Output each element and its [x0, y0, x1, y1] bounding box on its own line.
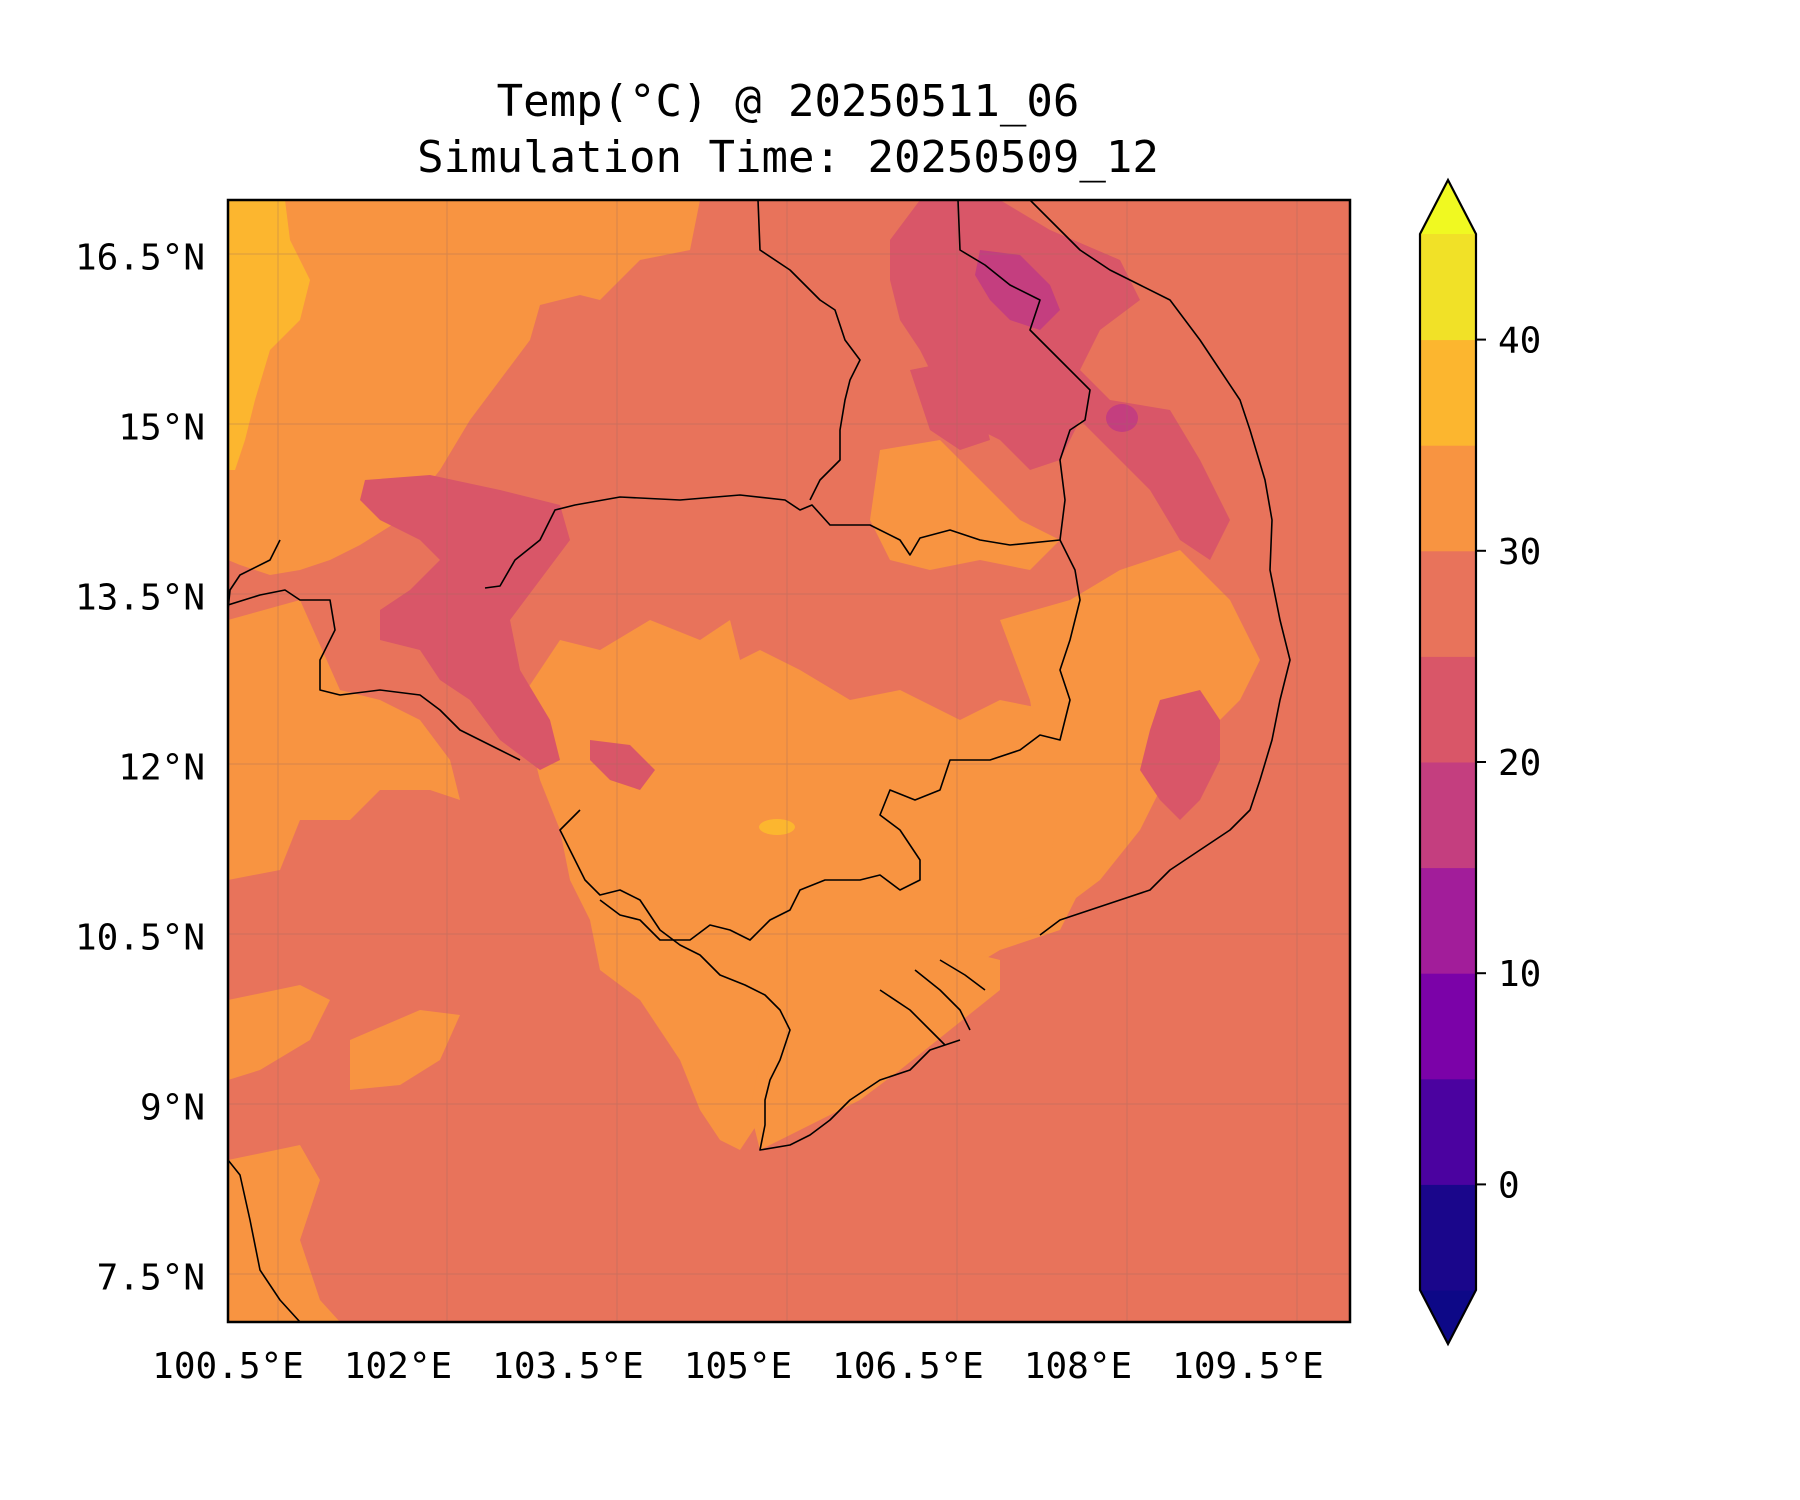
colorbar-segment: [1420, 973, 1476, 1080]
contour-band-vietnam-orange: [1000, 550, 1260, 920]
colorbar-segment: [1420, 656, 1476, 763]
chart-title-line2: Simulation Time: 20250509_12: [417, 132, 1159, 183]
coastline-gulf-cambodia: [559, 809, 961, 1151]
contour-band-35-40: [228, 200, 795, 835]
contour-band-north-east-orange: [560, 200, 700, 300]
map-frame: [226, 198, 1352, 1324]
y-tick-label: 10.5°N: [75, 918, 205, 959]
colorbar-outline: [1418, 177, 1478, 1347]
y-tick-label: 12°N: [118, 748, 205, 789]
y-tick-label: 9°N: [140, 1088, 205, 1129]
contour-band-30-35: [228, 200, 1260, 1322]
colorbar: 0 10 20 30 40: [1418, 177, 1541, 1347]
x-tick-label: 106.5°E: [832, 1346, 984, 1387]
colorbar-segment: [1420, 1078, 1476, 1185]
map-plot-area: [228, 200, 1350, 1322]
y-tick-label: 15°N: [118, 408, 205, 449]
contour-band-laos-north-pink: [890, 200, 1230, 560]
contour-band-cambodia-orange: [520, 620, 1100, 1150]
colorbar-segment: [1420, 762, 1476, 869]
colorbar-tick-label: 40: [1498, 321, 1541, 362]
gridlines: [228, 200, 1350, 1322]
contour-band-laos-peak-magenta: [975, 250, 1060, 330]
coastline-vietnam-east: [1029, 200, 1291, 936]
colorbar-segment: [1420, 445, 1476, 552]
contour-band-northwest-yellow: [228, 200, 310, 470]
colorbar-segment: [1420, 867, 1476, 974]
contour-band-west-coast-orange: [228, 600, 460, 880]
coastline-mekong-branch-1: [879, 989, 946, 1046]
x-tick-label: 109.5°E: [1172, 1346, 1324, 1387]
contour-band-vietnam-highland-pink: [1140, 690, 1220, 820]
contour-band-hotspot-yellow: [759, 819, 795, 835]
contour-band-laos-orange: [870, 440, 1060, 570]
colorbar-extend-under: [1420, 1290, 1476, 1344]
colorbar-segment: [1420, 550, 1476, 657]
contour-band-laos-south-pink: [910, 360, 990, 450]
colorbar-segment: [1420, 234, 1476, 341]
coastline-mekong-branch-2: [914, 969, 971, 1031]
x-tick-label: 100.5°E: [152, 1346, 304, 1387]
colorbar-segment: [1420, 1184, 1476, 1291]
contour-band-20-25: [360, 200, 1230, 820]
chart-title-line1: Temp(°C) @ 20250511_06: [497, 76, 1080, 127]
y-tick-label: 7.5°N: [97, 1258, 205, 1299]
colorbar-segment: [1420, 339, 1476, 446]
border-laos-thailand: [757, 200, 861, 501]
coastline-thailand-upper: [228, 539, 281, 611]
border-thailand-cambodia: [484, 494, 1081, 941]
contour-band-gulf2-orange: [350, 1010, 460, 1090]
contour-band-15-20: [975, 250, 1138, 432]
x-tick-label: 105°E: [684, 1346, 792, 1387]
colorbar-tick-label: 30: [1498, 532, 1541, 573]
x-tick-label: 102°E: [344, 1346, 452, 1387]
y-tick-label: 13.5°N: [75, 578, 205, 619]
contour-band-cambodia-pink: [590, 740, 655, 790]
border-thailand-cambodia-west: [228, 589, 521, 761]
y-tick-label: 16.5°N: [75, 238, 205, 279]
x-tick-label: 103.5°E: [492, 1346, 644, 1387]
x-axis-ticks: 100.5°E 102°E 103.5°E 105°E 106.5°E 108°E 109.…: [152, 1346, 1324, 1387]
colorbar-extend-over: [1420, 180, 1476, 234]
coastline-thailand-gulf: [228, 1159, 301, 1322]
x-tick-label: 108°E: [1024, 1346, 1132, 1387]
border-laos-vietnam: [957, 200, 1091, 541]
contour-band-thai-highland-pink: [360, 475, 570, 770]
contour-band-south-orange: [228, 1145, 340, 1322]
y-axis-ticks: 16.5°N 15°N 13.5°N 12°N 10.5°N 9°N 7.5°N: [75, 238, 205, 1299]
coastline-mekong-branch-3: [939, 959, 986, 991]
colorbar-tick-label: 10: [1498, 954, 1541, 995]
coastlines-borders: [228, 200, 1291, 1322]
contour-band-gulf-orange: [228, 985, 330, 1080]
colorbar-tick-label: 20: [1498, 743, 1541, 784]
colorbar-tick-label: 0: [1498, 1165, 1520, 1206]
contour-band-vn-peak-magenta: [1106, 404, 1138, 432]
contour-band-mekong-delta-orange: [750, 930, 1000, 1150]
